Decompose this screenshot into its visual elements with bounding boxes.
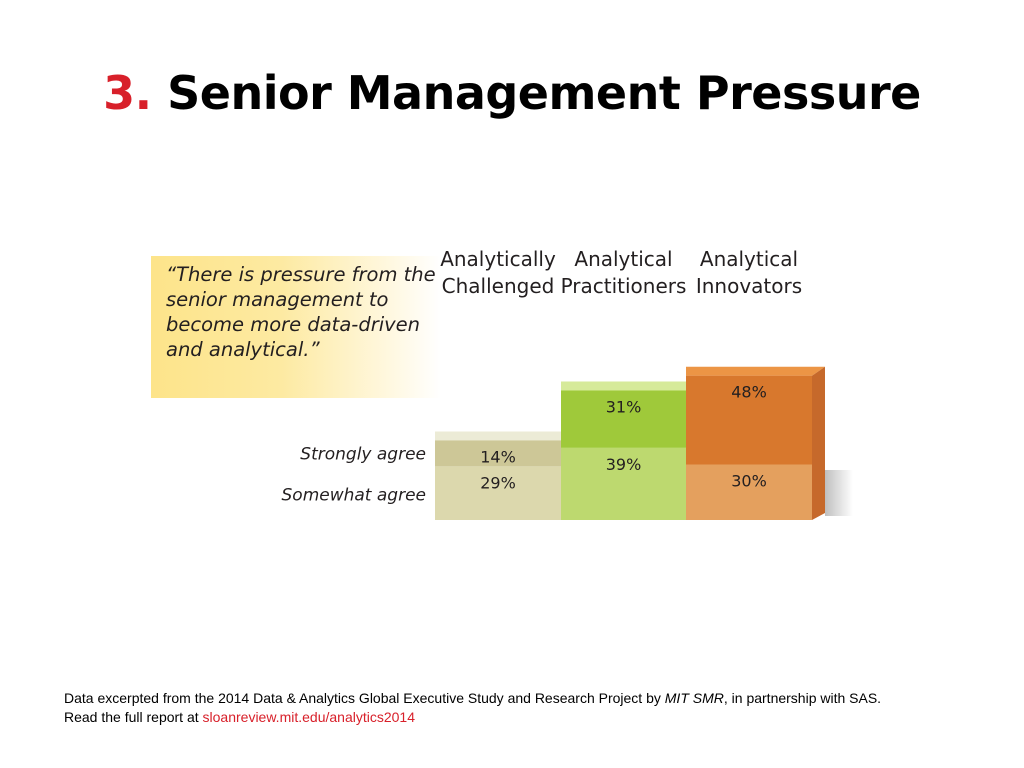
footer-line-2: Read the full report at sloanreview.mit.… (64, 708, 1004, 727)
legend-strongly-agree: Strongly agree (300, 444, 426, 464)
bar-top-analytical-innovators (686, 366, 825, 376)
bar-side-analytical-innovators (812, 366, 825, 520)
title-number: 3. (103, 66, 152, 120)
data-label-somewhat-agree-analytical-practitioners: 39% (606, 455, 642, 474)
bar-top-analytical-practitioners (561, 381, 686, 391)
bar-somewhat-agree-analytical-practitioners (561, 447, 686, 520)
category-label-analytical-innovators: Analytical Innovators (696, 247, 802, 298)
labels-layer: 14% 29% Analytically Challenged 31% 39% Analyt… (282, 247, 803, 505)
footer-text-read: Read the full report at (64, 709, 203, 725)
legend-somewhat-agree: Somewhat agree (282, 485, 427, 505)
data-label-somewhat-agree-analytical-innovators: 30% (731, 472, 767, 491)
data-label-strongly-agree-analytical-practitioners: 31% (606, 398, 642, 417)
footer-text-a: Data excerpted from the 2014 Data & Anal… (64, 690, 665, 706)
bar-strongly-agree-analytical-practitioners (561, 390, 686, 448)
footer-note: Data excerpted from the 2014 Data & Anal… (64, 689, 1004, 727)
bars-layer (435, 366, 825, 520)
data-label-strongly-agree-analytical-innovators: 48% (731, 383, 767, 402)
data-label-somewhat-agree-analytically-challenged: 29% (480, 473, 516, 492)
bar-strongly-agree-analytical-innovators (686, 375, 812, 465)
bar-somewhat-agree-analytically-challenged (435, 466, 561, 520)
quote-box (151, 256, 441, 398)
category-label-analytical-practitioners: Analytical Practitioners (561, 247, 687, 298)
title-text: Senior Management Pressure (167, 66, 921, 120)
report-link[interactable]: sloanreview.mit.edu/analytics2014 (202, 709, 415, 725)
bar-somewhat-agree-analytical-innovators (686, 464, 812, 520)
data-label-strongly-agree-analytically-challenged: 14% (480, 447, 516, 466)
footer-text-c: , in partnership with SAS. (723, 690, 882, 706)
quote-text: “There is pressure from the senior manag… (166, 263, 436, 361)
bar-strongly-agree-analytically-challenged (435, 440, 561, 467)
category-label-analytically-challenged: Analytically Challenged (440, 247, 556, 298)
slide-title: 3. Senior Management Pressure (0, 66, 1024, 120)
footer-source-name: MIT SMR (664, 690, 724, 706)
bar-top-analytically-challenged (435, 431, 561, 441)
footer-line-1: Data excerpted from the 2014 Data & Anal… (64, 689, 1004, 708)
bar-shadow (825, 470, 853, 516)
